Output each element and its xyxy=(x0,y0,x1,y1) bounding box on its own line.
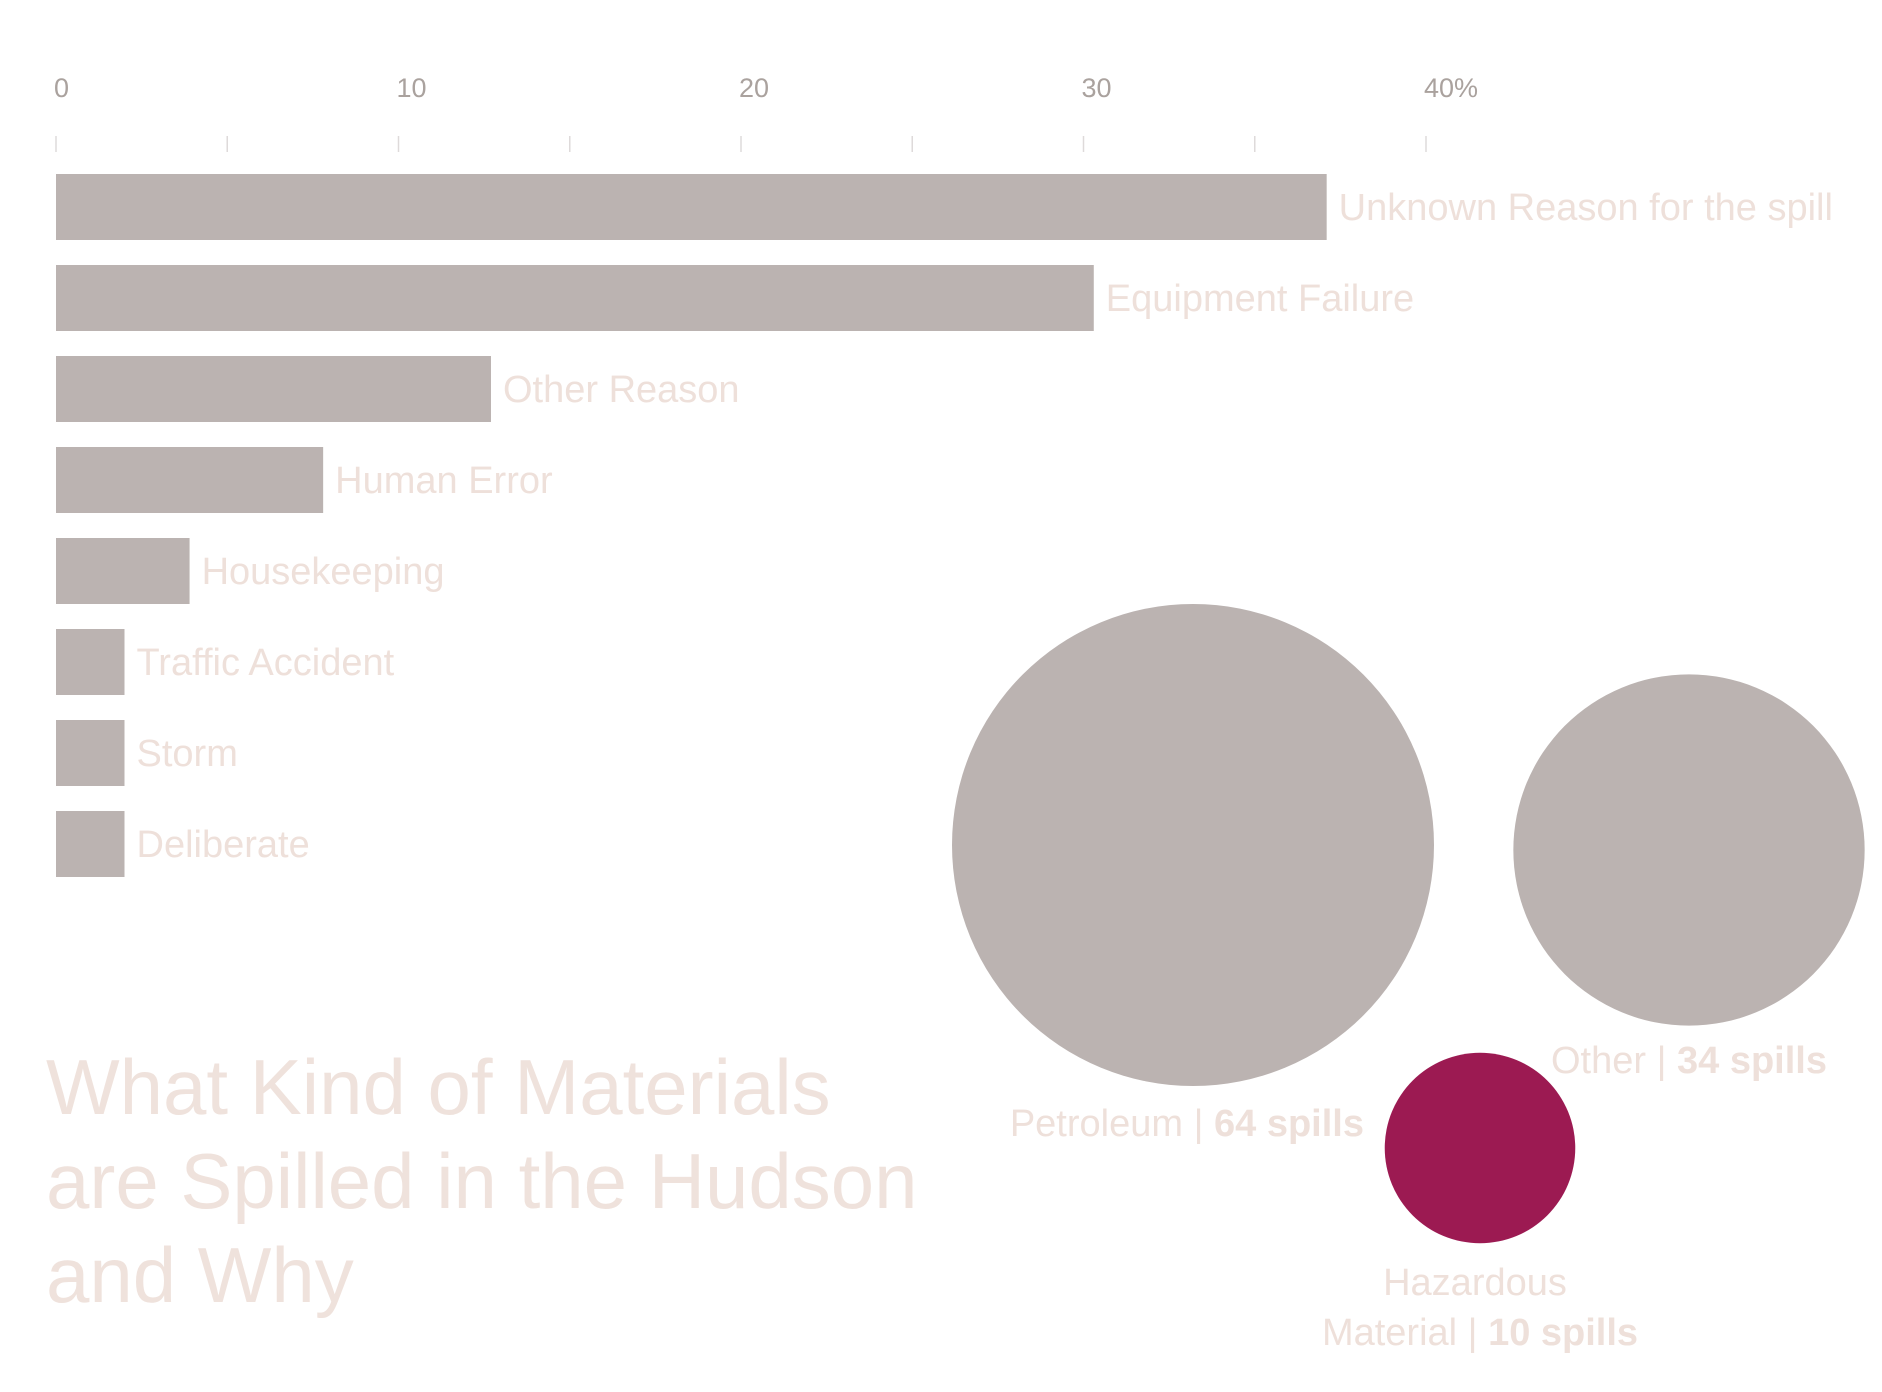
title-line: are Spilled in the Hudson xyxy=(46,1137,918,1225)
bar-label: Equipment Failure xyxy=(1106,278,1414,320)
x-tick-label: 0 xyxy=(54,73,69,103)
bubble-label: Hazardous xyxy=(1383,1262,1567,1304)
bar xyxy=(56,356,491,422)
x-tick-label: 40% xyxy=(1424,73,1478,103)
x-tick-label: 10 xyxy=(397,73,427,103)
bubble xyxy=(1513,674,1865,1026)
bar xyxy=(56,720,125,786)
bar-label: Deliberate xyxy=(137,824,310,866)
bar-label: Storm xyxy=(137,733,238,775)
bar-label: Traffic Accident xyxy=(137,642,395,684)
x-tick-label: 30 xyxy=(1082,73,1112,103)
page-title: What Kind of Materials are Spilled in th… xyxy=(46,1040,918,1322)
bubble-label: Material | 10 spills xyxy=(1322,1312,1638,1354)
bubble xyxy=(952,604,1434,1086)
bar-chart: Unknown Reason for the spill Equipment Fa… xyxy=(56,174,1833,877)
bubble xyxy=(1384,1052,1576,1244)
bar xyxy=(56,174,1327,240)
bar xyxy=(56,811,125,877)
bar-label: Housekeeping xyxy=(202,551,445,593)
bubble-chart: Petroleum | 64 spills Other | 34 spills Ha… xyxy=(952,604,1865,1354)
bar xyxy=(56,538,190,604)
x-axis: 0 10 20 30 40% xyxy=(54,73,1478,152)
title-line: and Why xyxy=(46,1231,354,1319)
bar xyxy=(56,629,125,695)
bar-label: Human Error xyxy=(335,460,553,502)
bar xyxy=(56,265,1094,331)
bar-label: Unknown Reason for the spill xyxy=(1339,187,1833,229)
title-line: What Kind of Materials xyxy=(46,1043,831,1131)
x-tick-label: 20 xyxy=(739,73,769,103)
bubble-label: Petroleum | 64 spills xyxy=(1010,1103,1364,1145)
bubble-label: Other | 34 spills xyxy=(1551,1040,1827,1082)
bar xyxy=(56,447,324,513)
bar-label: Other Reason xyxy=(503,369,740,411)
